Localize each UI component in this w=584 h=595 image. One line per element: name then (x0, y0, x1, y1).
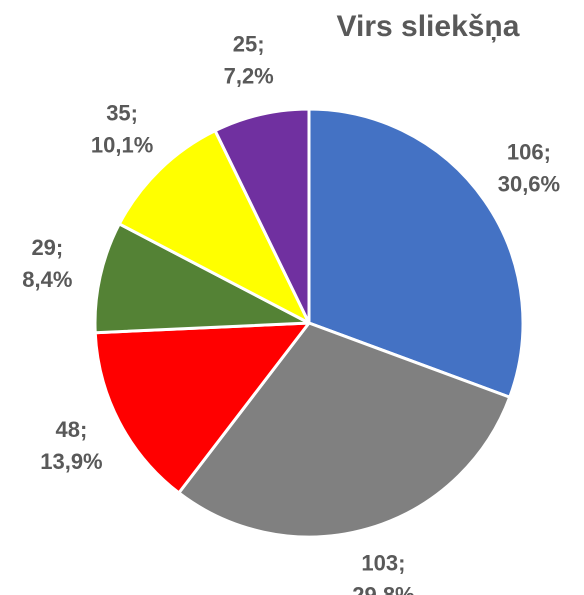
pie-slice (213, 107, 311, 325)
chart-title: Virs sliekšņa (337, 10, 520, 43)
pie-slice (117, 129, 311, 325)
percent-label: 30,6% (498, 172, 560, 197)
percent-label: 13,9% (40, 449, 102, 474)
value-label: 103; (361, 550, 405, 575)
pie-slice (177, 321, 512, 539)
pie-slice (93, 222, 311, 335)
percent-label: 8,4% (22, 267, 72, 292)
percent-label: 29,8% (352, 582, 414, 595)
percent-label: 10,1% (91, 133, 153, 158)
value-label: 106; (507, 140, 551, 165)
pie-slice (93, 321, 311, 495)
value-label: 48; (56, 417, 88, 442)
percent-label: 7,2% (224, 64, 274, 89)
value-label: 29; (31, 235, 63, 260)
value-label: 25; (233, 32, 265, 57)
pie-slice (307, 107, 525, 399)
value-label: 35; (106, 101, 138, 126)
